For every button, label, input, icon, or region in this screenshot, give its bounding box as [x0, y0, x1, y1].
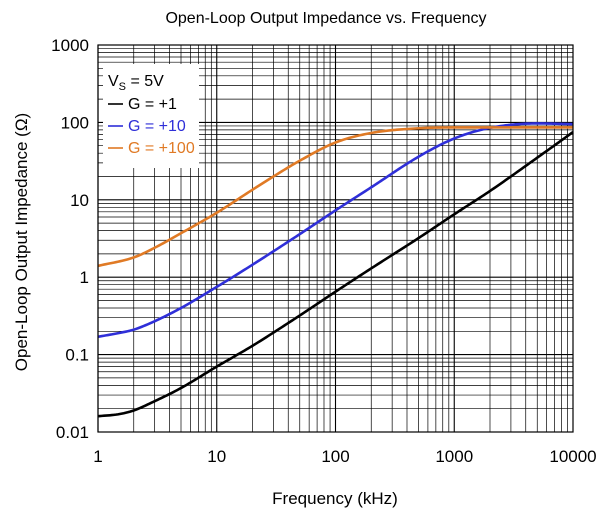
chart-title: Open-Loop Output Impedance vs. Frequency	[165, 10, 486, 27]
y-tick-label: 0.1	[65, 346, 89, 365]
x-tick-label: 10000	[549, 447, 596, 466]
condition-subscript: S	[119, 81, 126, 93]
y-tick-label: 100	[61, 113, 89, 132]
legend-condition: VS = 5V	[108, 73, 164, 93]
y-tick-label: 10	[70, 191, 89, 210]
series-layer	[97, 122, 574, 418]
x-tick-label: 1	[93, 447, 102, 466]
y-axis-label: Open-Loop Output Impedance (Ω)	[12, 113, 31, 371]
x-axis-label: Frequency (kHz)	[272, 489, 398, 508]
tick-labels: 1 10 100 1000 10000 0.01 0.1 1 10 100 1000	[51, 36, 596, 466]
legend-label: G = +100	[128, 140, 195, 157]
condition-value: = 5V	[126, 73, 164, 90]
y-tick-label: 0.01	[56, 423, 89, 442]
y-tick-label: 1	[80, 268, 89, 287]
legend-label: G = +1	[128, 96, 177, 113]
legend-box	[103, 64, 199, 168]
legend-items: G = +1 G = +10 G = +100	[108, 96, 195, 157]
y-tick-label: 1000	[51, 36, 89, 55]
legend: VS = 5V G = +1 G = +10 G = +100	[103, 64, 199, 168]
series-line-3	[97, 126, 573, 268]
series-line-1	[97, 131, 574, 418]
x-tick-label: 10	[207, 447, 226, 466]
legend-label: G = +10	[128, 118, 186, 135]
condition-symbol: V	[108, 73, 119, 90]
x-tick-label: 100	[321, 447, 349, 466]
x-tick-label: 1000	[435, 447, 473, 466]
plot-frame	[97, 44, 574, 433]
